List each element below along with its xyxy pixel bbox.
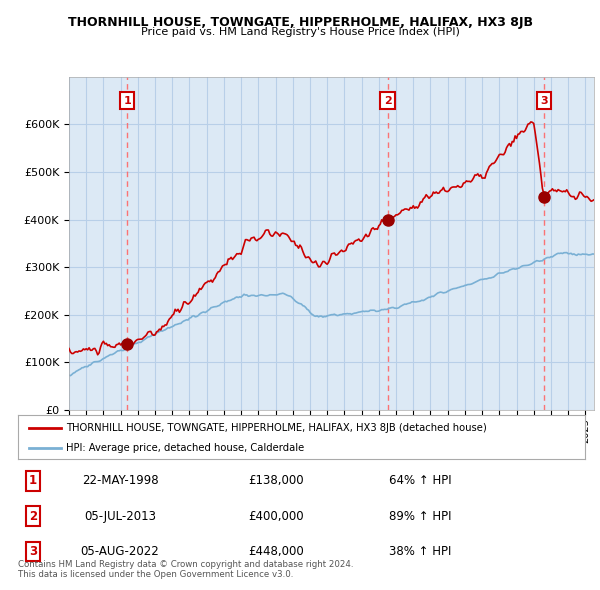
Text: 38% ↑ HPI: 38% ↑ HPI (389, 545, 451, 558)
Text: 1: 1 (29, 474, 37, 487)
Text: HPI: Average price, detached house, Calderdale: HPI: Average price, detached house, Cald… (66, 443, 304, 453)
Text: 64% ↑ HPI: 64% ↑ HPI (389, 474, 451, 487)
Text: 1: 1 (124, 96, 131, 106)
Text: 05-JUL-2013: 05-JUL-2013 (84, 510, 156, 523)
Text: 2: 2 (384, 96, 391, 106)
Text: £138,000: £138,000 (248, 474, 304, 487)
Text: Price paid vs. HM Land Registry's House Price Index (HPI): Price paid vs. HM Land Registry's House … (140, 27, 460, 37)
Text: £400,000: £400,000 (248, 510, 304, 523)
Text: 05-AUG-2022: 05-AUG-2022 (80, 545, 160, 558)
Text: Contains HM Land Registry data © Crown copyright and database right 2024.
This d: Contains HM Land Registry data © Crown c… (18, 560, 353, 579)
Text: THORNHILL HOUSE, TOWNGATE, HIPPERHOLME, HALIFAX, HX3 8JB: THORNHILL HOUSE, TOWNGATE, HIPPERHOLME, … (67, 16, 533, 29)
Text: 3: 3 (540, 96, 548, 106)
Text: 2: 2 (29, 510, 37, 523)
Text: 22-MAY-1998: 22-MAY-1998 (82, 474, 158, 487)
Text: 3: 3 (29, 545, 37, 558)
Text: THORNHILL HOUSE, TOWNGATE, HIPPERHOLME, HALIFAX, HX3 8JB (detached house): THORNHILL HOUSE, TOWNGATE, HIPPERHOLME, … (66, 423, 487, 433)
Text: 89% ↑ HPI: 89% ↑ HPI (389, 510, 451, 523)
Text: £448,000: £448,000 (248, 545, 304, 558)
